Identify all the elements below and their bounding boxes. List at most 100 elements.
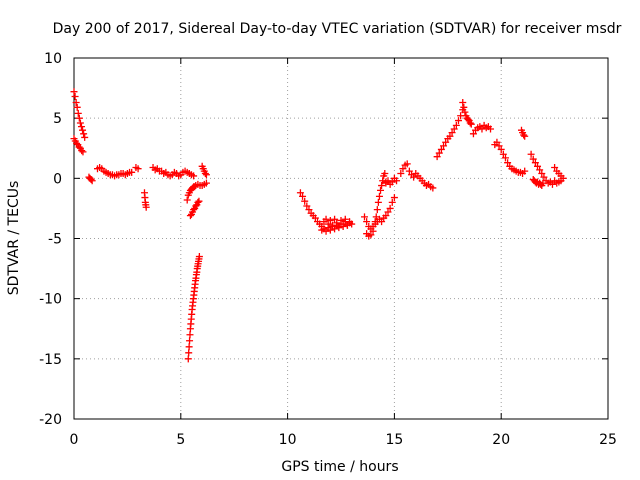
data-point bbox=[538, 170, 546, 178]
data-point bbox=[381, 170, 389, 178]
data-point bbox=[186, 331, 194, 339]
data-point bbox=[183, 196, 191, 204]
data-point bbox=[296, 189, 304, 197]
data-point bbox=[71, 93, 79, 101]
chart-title: Day 200 of 2017, Sidereal Day-to-day VTE… bbox=[53, 21, 622, 37]
data-point bbox=[331, 225, 339, 233]
data-point bbox=[305, 206, 313, 214]
data-point bbox=[195, 197, 203, 205]
data-point bbox=[374, 198, 382, 206]
data-point bbox=[322, 227, 330, 235]
data-point bbox=[504, 159, 512, 167]
x-tick-label: 25 bbox=[599, 432, 617, 448]
data-point bbox=[378, 218, 386, 226]
data-point bbox=[487, 125, 495, 133]
data-point bbox=[460, 103, 468, 111]
data-point bbox=[80, 130, 88, 138]
data-point bbox=[467, 120, 475, 128]
data-point bbox=[442, 138, 450, 146]
y-tick-label: 0 bbox=[53, 171, 62, 187]
data-point bbox=[73, 103, 81, 111]
data-point bbox=[405, 167, 413, 175]
data-point bbox=[531, 159, 539, 167]
data-point bbox=[452, 121, 460, 129]
y-tick-label: 5 bbox=[53, 111, 62, 127]
data-point bbox=[326, 216, 334, 224]
data-point bbox=[73, 139, 81, 147]
y-axis-label: SDTVAR / TECUs bbox=[6, 181, 22, 296]
data-point bbox=[195, 253, 203, 261]
y-tick-label: 10 bbox=[44, 51, 62, 67]
x-axis-label: GPS time / hours bbox=[281, 459, 398, 475]
data-point bbox=[437, 145, 445, 153]
y-tick-label: -10 bbox=[39, 292, 62, 308]
data-point bbox=[384, 208, 392, 216]
data-point bbox=[527, 150, 535, 158]
data-point bbox=[335, 224, 343, 232]
data-point bbox=[201, 170, 209, 178]
data-point bbox=[311, 214, 319, 222]
data-point bbox=[190, 172, 198, 180]
data-point bbox=[303, 202, 311, 210]
data-point bbox=[433, 153, 441, 161]
data-point bbox=[75, 143, 83, 151]
data-point bbox=[448, 129, 456, 137]
data-point bbox=[390, 194, 398, 202]
data-point bbox=[377, 186, 385, 194]
data-point bbox=[551, 164, 559, 172]
data-point bbox=[375, 192, 383, 200]
data-point bbox=[341, 218, 349, 226]
data-point bbox=[429, 184, 437, 192]
data-point bbox=[548, 180, 556, 188]
data-point bbox=[388, 178, 396, 186]
data-point bbox=[450, 125, 458, 133]
data-point bbox=[534, 162, 542, 170]
data-point bbox=[72, 99, 80, 107]
data-point bbox=[360, 213, 368, 221]
data-point bbox=[536, 166, 544, 174]
data-point bbox=[346, 219, 354, 227]
data-point bbox=[79, 126, 87, 134]
data-point bbox=[466, 119, 474, 127]
data-point bbox=[81, 133, 89, 141]
data-point bbox=[75, 114, 83, 122]
data-point bbox=[440, 142, 448, 150]
data-point bbox=[499, 150, 507, 158]
data-point bbox=[134, 165, 142, 173]
data-point bbox=[469, 130, 477, 138]
data-point bbox=[185, 343, 193, 351]
data-point bbox=[521, 132, 529, 140]
data-point bbox=[322, 215, 330, 223]
data-point bbox=[493, 138, 501, 146]
data-point bbox=[79, 148, 87, 156]
data-point bbox=[373, 206, 381, 214]
data-point bbox=[459, 99, 467, 107]
data-points bbox=[70, 88, 567, 363]
data-point bbox=[559, 174, 567, 182]
axis-ticks: 0 5 10 15 20 25 -20 -15 -10 -5 0 5 10 bbox=[39, 51, 617, 448]
data-point bbox=[461, 108, 469, 116]
data-point bbox=[399, 165, 407, 173]
data-point bbox=[339, 222, 347, 230]
data-point bbox=[87, 176, 95, 184]
data-point bbox=[88, 177, 96, 185]
data-point bbox=[299, 192, 307, 200]
data-point bbox=[388, 198, 396, 206]
data-point bbox=[495, 142, 503, 150]
data-point bbox=[464, 115, 472, 123]
data-point bbox=[410, 173, 418, 181]
x-tick-label: 20 bbox=[492, 432, 510, 448]
data-point bbox=[369, 227, 377, 235]
data-point bbox=[539, 179, 547, 187]
data-point bbox=[393, 177, 401, 185]
data-point bbox=[190, 206, 198, 214]
data-point bbox=[454, 117, 462, 125]
data-point bbox=[540, 173, 548, 181]
data-point bbox=[367, 231, 375, 239]
data-point bbox=[521, 167, 529, 175]
data-point bbox=[185, 349, 193, 357]
x-tick-label: 0 bbox=[70, 432, 79, 448]
data-point bbox=[202, 179, 210, 187]
data-point bbox=[446, 132, 454, 140]
